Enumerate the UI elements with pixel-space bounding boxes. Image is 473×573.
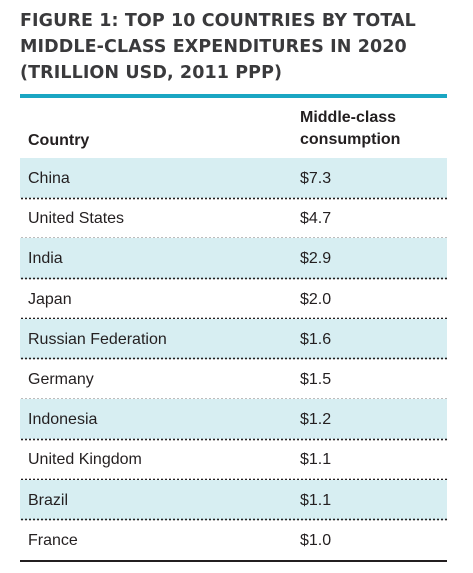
row-divider [20, 518, 447, 522]
figure-title-line: FIGURE 1: TOP 10 COUNTRIES BY TOTAL [20, 11, 416, 31]
table-body: China $7.3 United States $4.7 India $2.9 Japan… [20, 158, 447, 560]
header-accent-rule [20, 94, 447, 98]
table-row: United States $4.7 [20, 198, 447, 240]
country-cell: China [28, 170, 70, 187]
consumption-value-cell: $1.1 [300, 451, 332, 469]
consumption-value-cell: $2.9 [300, 250, 332, 268]
table-row: Brazil $1.1 [20, 479, 447, 522]
column-header-line: Middle-class [300, 109, 397, 126]
country-cell: Indonesia [28, 411, 98, 429]
country-cell: United Kingdom [28, 451, 142, 469]
consumption-value-cell: $1.5 [300, 370, 332, 388]
country-cell: Germany [28, 370, 94, 388]
country-cell: Russian Federation [28, 330, 167, 348]
country-cell: France [28, 531, 78, 549]
column-header-consumption: Middle-class consumption [300, 107, 400, 151]
row-divider [20, 277, 447, 281]
table-row: Indonesia $1.2 [20, 399, 447, 441]
figure-title-line: (TRILLION USD, 2011 PPP) [20, 63, 283, 83]
table-row: China $7.3 [20, 158, 447, 200]
table-row: Russian Federation $1.6 [20, 318, 447, 361]
figure-title: FIGURE 1: TOP 10 COUNTRIES BY TOTAL MIDD… [20, 8, 460, 86]
table-bottom-rule [20, 560, 447, 562]
column-header-country: Country [28, 132, 90, 149]
row-divider [20, 196, 447, 200]
table-row: United Kingdom $1.1 [20, 439, 447, 481]
consumption-value-cell: $1.6 [300, 330, 332, 348]
row-divider [20, 437, 447, 441]
row-divider [20, 357, 447, 361]
table-row: France $1.0 [20, 520, 447, 560]
consumption-value-cell: $1.1 [300, 491, 332, 509]
table-header: Country Middle-class consumption [20, 98, 447, 158]
table-row: Germany $1.5 [20, 359, 447, 401]
country-cell: Japan [28, 290, 72, 308]
table-row: Japan $2.0 [20, 279, 447, 321]
consumption-value-cell: $1.0 [300, 531, 332, 549]
consumption-value-cell: $2.0 [300, 290, 332, 308]
consumption-value-cell: $4.7 [300, 210, 332, 228]
consumption-value-cell: $1.2 [300, 411, 332, 429]
consumption-value-cell: $7.3 [300, 170, 332, 187]
table-row: India $2.9 [20, 238, 447, 281]
country-cell: United States [28, 210, 125, 228]
column-header-line: consumption [300, 131, 401, 148]
figure-title-line: MIDDLE-CLASS EXPENDITURES IN 2020 [20, 37, 407, 57]
country-cell: Brazil [28, 491, 69, 509]
country-cell: India [28, 250, 63, 268]
